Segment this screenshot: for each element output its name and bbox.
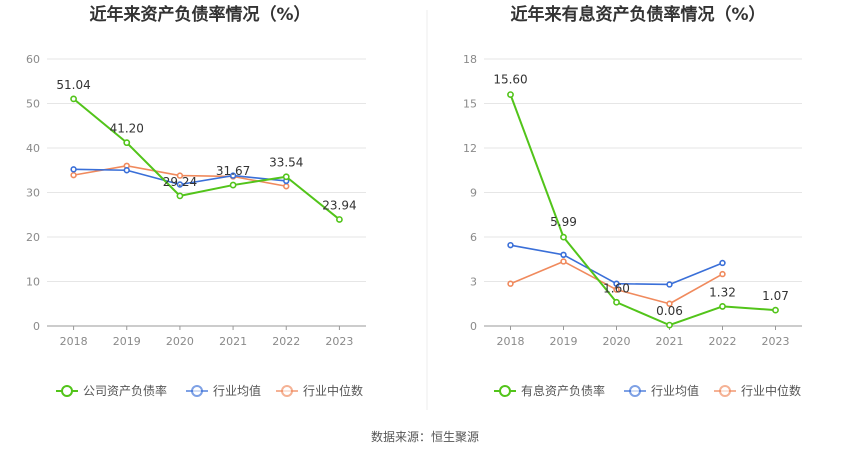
data-label: 33.54 bbox=[269, 156, 303, 170]
data-point bbox=[560, 258, 567, 265]
data-label: 1.07 bbox=[762, 289, 789, 303]
series-line-0 bbox=[509, 94, 776, 327]
data-label: 0.06 bbox=[656, 304, 683, 318]
y-tick-label: 18 bbox=[463, 53, 477, 66]
data-label: 51.04 bbox=[56, 78, 90, 92]
data-point bbox=[666, 321, 673, 329]
data-label: 23.94 bbox=[322, 198, 356, 212]
y-tick-label: 0 bbox=[33, 320, 40, 333]
y-tick-label: 15 bbox=[463, 98, 477, 111]
data-point bbox=[123, 167, 130, 174]
data-point bbox=[176, 192, 184, 200]
legend-swatch-marker bbox=[281, 385, 293, 397]
data-label: 31.67 bbox=[216, 164, 250, 178]
legend-label: 公司资产负债率 bbox=[83, 383, 167, 398]
data-source: 数据来源：恒生聚源 bbox=[371, 429, 479, 444]
debt-ratio-chart: 近年来资产负债率情况（%） 0 10 20 30 40 50 60 2018 2019 2020 20… bbox=[26, 4, 366, 398]
legend-label: 行业均值 bbox=[651, 383, 699, 398]
legend-item: 行业中位数 bbox=[276, 383, 363, 398]
legend-label: 有息资产负债率 bbox=[521, 383, 605, 398]
legend-swatch-marker bbox=[499, 385, 511, 397]
y-tick-label: 3 bbox=[470, 276, 477, 289]
data-point bbox=[229, 181, 237, 189]
data-point bbox=[176, 172, 184, 179]
data-point bbox=[560, 251, 567, 259]
data-point bbox=[613, 286, 620, 293]
y-tick-label: 50 bbox=[26, 98, 40, 111]
legend-item: 有息资产负债率 bbox=[494, 383, 605, 398]
x-tick-label: 2019 bbox=[113, 335, 141, 348]
data-point bbox=[336, 216, 343, 223]
data-point bbox=[282, 173, 290, 181]
y-tick-label: 6 bbox=[470, 231, 477, 244]
data-point bbox=[613, 298, 620, 306]
x-tick-label: 2023 bbox=[325, 335, 353, 348]
y-tick-label: 30 bbox=[26, 187, 40, 200]
data-label: 41.20 bbox=[110, 122, 144, 136]
data-label: 1.32 bbox=[709, 285, 736, 299]
chart-title: 近年来资产负债率情况（%） bbox=[89, 4, 310, 25]
data-point bbox=[772, 306, 779, 314]
data-point bbox=[229, 172, 237, 179]
data-point bbox=[283, 183, 290, 190]
data-point bbox=[123, 139, 131, 147]
data-point bbox=[70, 171, 77, 179]
y-tick-label: 60 bbox=[26, 53, 40, 66]
y-tick-label: 20 bbox=[26, 231, 40, 244]
legend-item: 行业均值 bbox=[186, 383, 261, 398]
legend-label: 行业均值 bbox=[213, 383, 261, 398]
legend-item: 公司资产负债率 bbox=[56, 383, 167, 398]
x-tick-label: 2022 bbox=[709, 335, 737, 348]
data-label: 5.99 bbox=[550, 215, 577, 229]
x-tick-label: 2020 bbox=[166, 335, 194, 348]
data-point bbox=[507, 280, 514, 287]
x-tick-label: 2023 bbox=[762, 335, 790, 348]
legend-item: 行业均值 bbox=[624, 383, 699, 398]
series-line-0 bbox=[72, 98, 341, 221]
x-tick-label: 2019 bbox=[550, 335, 578, 348]
legend-swatch-marker bbox=[191, 385, 203, 397]
legend-swatch-marker bbox=[61, 385, 73, 397]
data-point bbox=[666, 300, 673, 307]
interest-debt-ratio-chart: 近年来有息资产负债率情况（%） 0 3 6 9 12 15 18 2018 2019 2020 202… bbox=[463, 4, 802, 398]
y-tick-label: 40 bbox=[26, 142, 40, 155]
data-label: 1.60 bbox=[603, 281, 630, 295]
legend-swatch-marker bbox=[719, 385, 731, 397]
x-tick-label: 2021 bbox=[656, 335, 684, 348]
data-point bbox=[719, 259, 726, 267]
data-point bbox=[613, 280, 620, 287]
y-tick-label: 0 bbox=[470, 320, 477, 333]
x-tick-label: 2022 bbox=[272, 335, 300, 348]
data-point bbox=[70, 166, 77, 173]
series-line-1 bbox=[510, 244, 723, 286]
data-label: 29.24 bbox=[163, 175, 197, 189]
x-tick-label: 2020 bbox=[603, 335, 631, 348]
legend-label: 行业中位数 bbox=[303, 383, 363, 398]
x-tick-label: 2018 bbox=[497, 335, 525, 348]
data-point bbox=[719, 303, 726, 310]
data-point bbox=[666, 281, 673, 288]
legend-item: 行业中位数 bbox=[714, 383, 801, 398]
data-label: 15.60 bbox=[493, 73, 527, 87]
x-tick-label: 2018 bbox=[60, 335, 88, 348]
data-point bbox=[560, 233, 567, 241]
data-point bbox=[719, 270, 726, 278]
legend-swatch-marker bbox=[629, 385, 641, 397]
data-point bbox=[70, 95, 77, 103]
data-point bbox=[176, 181, 184, 188]
chart-title: 近年来有息资产负债率情况（%） bbox=[510, 4, 765, 25]
data-point bbox=[507, 241, 514, 249]
y-tick-label: 12 bbox=[463, 142, 477, 155]
y-tick-label: 10 bbox=[26, 276, 40, 289]
y-tick-label: 9 bbox=[470, 187, 477, 200]
legend-label: 行业中位数 bbox=[741, 383, 801, 398]
x-tick-label: 2021 bbox=[219, 335, 247, 348]
data-point bbox=[507, 91, 514, 98]
